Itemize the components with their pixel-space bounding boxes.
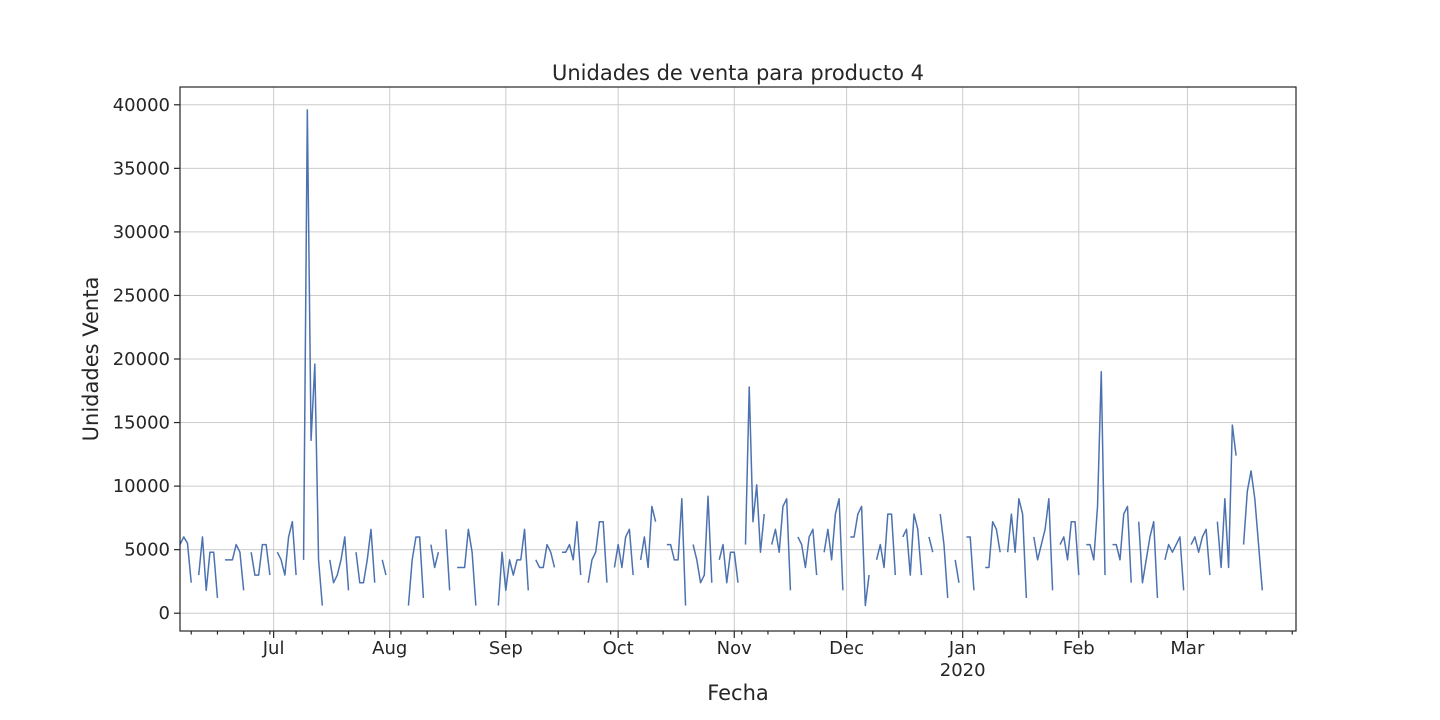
- series-line-segment: [966, 536, 975, 591]
- series-line-segment: [985, 520, 1001, 569]
- series-line-segment: [692, 495, 713, 584]
- series-line-segment: [902, 513, 923, 576]
- series-line-segment: [430, 544, 440, 569]
- x-tick-sublabel: 2020: [940, 660, 986, 681]
- series-line-segment: [1112, 505, 1132, 583]
- series-line-segment: [1033, 498, 1054, 591]
- x-tick-label: Feb: [1063, 638, 1095, 659]
- series-line-segment: [718, 543, 739, 584]
- series-line-segment: [875, 513, 897, 576]
- series-line-segment: [1164, 536, 1185, 591]
- y-tick-label: 20000: [113, 349, 170, 370]
- series-line-segment: [329, 536, 350, 591]
- series-line-segment: [276, 520, 297, 576]
- x-tick-label: Nov: [717, 638, 752, 659]
- y-axis: 0 5000 10000 15000 20000 25000 30000 35000 40000: [113, 95, 180, 624]
- series-line-segment: [770, 498, 792, 591]
- series-line-segment: [445, 529, 451, 591]
- x-tick-label: Dec: [829, 638, 864, 659]
- y-tick-label: 5000: [124, 540, 170, 561]
- series-line-segment: [639, 505, 657, 569]
- series-line-segment: [1137, 520, 1159, 598]
- y-tick-label: 30000: [113, 222, 170, 243]
- y-tick-label: 15000: [113, 413, 170, 434]
- series-line-segment: [1059, 520, 1080, 576]
- series-layer: [179, 109, 1264, 607]
- y-axis-title: Unidades Venta: [79, 277, 103, 442]
- series-line-segment: [1190, 528, 1211, 576]
- x-tick-label: Aug: [372, 638, 407, 659]
- series-line-segment: [1086, 370, 1106, 576]
- series-line-segment: [954, 559, 960, 583]
- series-line-segment: [928, 536, 934, 553]
- series-line-segment: [497, 528, 530, 606]
- series-line-segment: [197, 536, 219, 599]
- series-line-segment: [457, 528, 477, 606]
- series-line-segment: [561, 520, 582, 576]
- y-tick-label: 40000: [113, 95, 170, 116]
- x-tick-label: Sep: [489, 638, 523, 659]
- series-line-segment: [1006, 498, 1028, 598]
- series-line-segment: [535, 543, 556, 569]
- series-line-segment: [224, 543, 245, 591]
- series-line-segment: [823, 498, 844, 591]
- x-tick-label: Oct: [603, 638, 634, 659]
- grid: [180, 87, 1296, 631]
- x-tick-label: Mar: [1170, 638, 1205, 659]
- series-line-segment: [381, 559, 387, 576]
- series-line-segment: [797, 528, 818, 576]
- series-line-segment: [1216, 424, 1237, 569]
- chart-title: Unidades de venta para producto 4: [552, 61, 924, 85]
- y-tick-label: 25000: [113, 285, 170, 306]
- series-line-segment: [939, 513, 949, 599]
- series-line-segment: [179, 536, 192, 583]
- series-line-segment: [744, 386, 765, 553]
- series-line-segment: [850, 505, 870, 607]
- series-line-segment: [355, 528, 376, 584]
- series-line-segment: [666, 498, 687, 606]
- x-axis-title: Fecha: [707, 681, 769, 705]
- y-tick-label: 10000: [113, 476, 170, 497]
- series-line-segment: [613, 528, 634, 576]
- series-line-segment: [1242, 470, 1264, 591]
- x-tick-label: Jan: [948, 638, 977, 659]
- x-tick-label: Jul: [262, 638, 285, 659]
- series-line-segment: [250, 543, 271, 576]
- series-line-segment: [407, 536, 425, 606]
- series-line-segment: [302, 109, 324, 606]
- y-tick-label: 0: [159, 603, 170, 624]
- y-tick-label: 35000: [113, 158, 170, 179]
- series-line-segment: [587, 520, 608, 583]
